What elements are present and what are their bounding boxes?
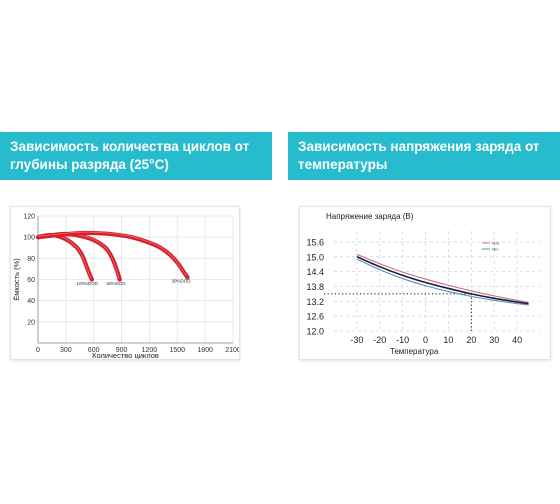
legend-label-min: Min <box>492 247 498 252</box>
cycles-chart: 20 40 60 80 100 120 300 600 900 1200 1500 1800 2100 0… <box>12 214 239 360</box>
x-tick-label: 1500 <box>169 347 185 354</box>
banner-line-1: Зависимость напряжения заряда от <box>298 139 540 154</box>
y-tick-label: 12.6 <box>306 312 324 322</box>
y-axis-label: Ёмкость (%) <box>12 258 21 301</box>
y-tick-label: 15.6 <box>306 237 324 247</box>
curve-series-1 <box>35 232 94 282</box>
y-tick-label: 40 <box>27 298 35 305</box>
voltage-curve-3 <box>356 258 529 306</box>
y-tick-label: 13.8 <box>306 282 324 292</box>
x-tick-label: -20 <box>373 335 386 345</box>
x-tick-label: 1800 <box>197 347 213 354</box>
chart-title-banner-voltage: Зависимость напряжения заряда от темпера… <box>288 132 560 180</box>
y-tick-label: 15.0 <box>306 252 324 262</box>
x-tick-label: 40 <box>512 335 522 345</box>
voltage-curve-1 <box>356 253 529 304</box>
banner-line-1: Зависимость количества циклов от <box>10 139 250 154</box>
x-tick-label: 0 <box>423 335 428 345</box>
x-tick-label: 600 <box>88 347 100 354</box>
x-tick-label: -10 <box>396 335 409 345</box>
y-tick-label: 120 <box>23 214 35 221</box>
dod-annotation-3: 30%DOD <box>171 279 191 284</box>
x-tick-label: 900 <box>116 347 128 354</box>
banner-line-2: глубины разряда (25°C) <box>10 157 169 172</box>
x-tick-label: 300 <box>60 347 72 354</box>
curve-highlight-2 <box>37 232 120 279</box>
dod-annotation-1: 100%DOD <box>76 281 98 286</box>
chart-title: Напряжение заряда (В) <box>326 212 414 221</box>
y-tick-label: 13.2 <box>306 297 324 307</box>
voltage-chart-panel: Напряжение заряда (В) 12.0 12.6 13.2 13.8 14.… <box>299 206 551 360</box>
y-tick-label: 60 <box>27 277 35 284</box>
y-tick-label: 20 <box>27 319 35 326</box>
x-tick-label: 10 <box>443 335 453 345</box>
voltage-chart: Напряжение заряда (В) 12.0 12.6 13.2 13.8 14.… <box>306 212 540 356</box>
voltage-curve-2 <box>356 256 529 305</box>
banner-line-2: температуры <box>298 157 388 172</box>
x-tick-label: 20 <box>466 335 476 345</box>
x-axis-label: Количество циклов <box>92 351 159 359</box>
x-tick-label: 1200 <box>142 347 158 354</box>
x-tick-label-origin: 0 <box>36 347 40 354</box>
chart-title-banner-cycles: Зависимость количества циклов от глубины… <box>0 132 272 180</box>
y-tick-label: 12.0 <box>306 327 324 337</box>
x-axis-label: Температура <box>390 347 439 356</box>
x-tick-label: -30 <box>350 335 363 345</box>
legend-label-max: Max <box>492 241 500 246</box>
y-tick-label: 100 <box>23 235 35 242</box>
dod-annotation-2: 50%DOD <box>106 281 126 286</box>
cycles-chart-panel: 20 40 60 80 100 120 300 600 900 1200 1500 1800 2100 0… <box>10 206 240 360</box>
x-tick-label: 2100 <box>225 347 239 354</box>
y-tick-label: 80 <box>27 256 35 263</box>
y-tick-label: 14.4 <box>306 267 324 277</box>
x-tick-label: 30 <box>489 335 499 345</box>
curve-highlight-3 <box>37 231 188 277</box>
curve-series-2 <box>35 231 122 282</box>
